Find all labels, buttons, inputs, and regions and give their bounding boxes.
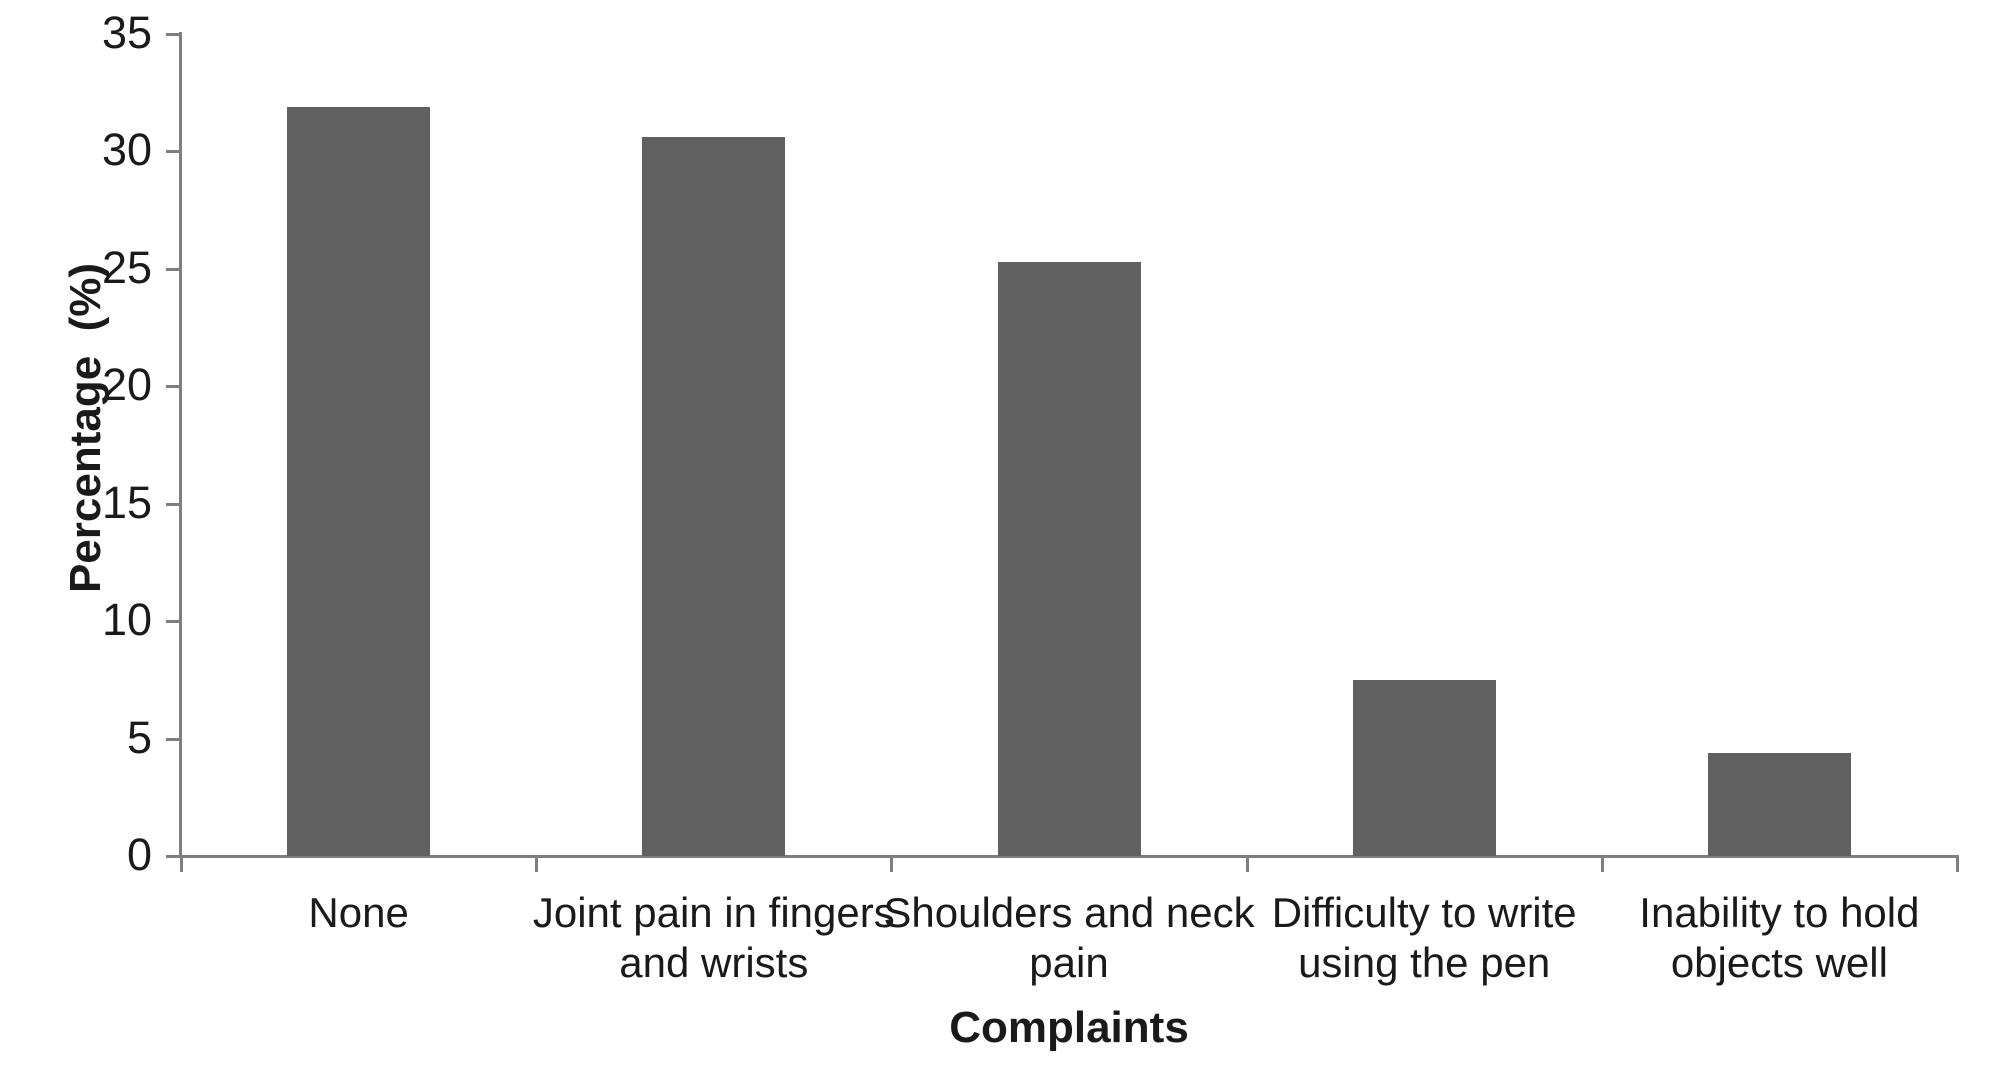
x-tick-2: [890, 858, 894, 872]
y-tick-label-20: 20: [101, 359, 152, 411]
y-tick-label-25: 25: [101, 241, 152, 293]
x-tick-4: [1600, 858, 1604, 872]
y-tick-label-15: 15: [101, 476, 152, 528]
x-category-label-joint-pain-in-fingers-and-wrists: Joint pain in fingers and wrists: [532, 889, 895, 986]
y-tick-10: [166, 620, 180, 624]
y-tick-25: [166, 267, 180, 271]
x-tick-0: [180, 858, 183, 872]
bar-shoulders-and-neck-pain: [998, 262, 1141, 856]
y-tick-label-30: 30: [101, 124, 152, 176]
bar-joint-pain-in-fingers-and-wrists: [642, 137, 785, 856]
y-tick-35: [166, 33, 180, 36]
y-tick-20: [166, 385, 180, 389]
bar-inability-to-hold-objects-well: [1708, 753, 1851, 856]
y-axis-title: Percentage (%): [61, 262, 110, 594]
y-tick-label-35: 35: [101, 6, 152, 58]
x-category-label-none: None: [308, 889, 409, 936]
y-tick-label-5: 5: [126, 711, 152, 763]
x-category-label-difficulty-to-write-using-the-pen: Difficulty to write using the pen: [1271, 889, 1577, 986]
x-axis-title: Complaints: [949, 1003, 1189, 1052]
x-tick-3: [1245, 858, 1249, 872]
y-tick-label-0: 0: [126, 828, 152, 880]
bar-difficulty-to-write-using-the-pen: [1353, 680, 1496, 856]
y-tick-5: [166, 737, 180, 741]
x-axis-line: [179, 855, 1959, 858]
y-tick-label-10: 10: [101, 594, 152, 646]
x-tick-1: [535, 858, 539, 872]
x-tick-5: [1956, 858, 1959, 872]
x-category-label-inability-to-hold-objects-well: Inability to hold objects well: [1639, 889, 1920, 986]
x-category-label-shoulders-and-neck-pain: Shoulders and neck pain: [883, 889, 1255, 986]
y-axis-line: [179, 32, 182, 858]
y-tick-0: [166, 855, 180, 858]
y-tick-15: [166, 502, 180, 506]
y-tick-30: [166, 150, 180, 154]
bar-none: [287, 107, 430, 856]
